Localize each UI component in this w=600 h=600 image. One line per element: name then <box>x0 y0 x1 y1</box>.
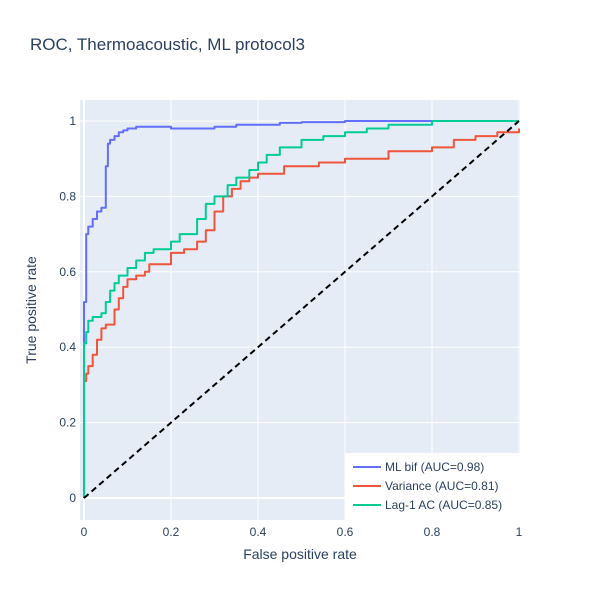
x-tick-label: 0.6 <box>337 525 354 539</box>
chart-title: ROC, Thermoacoustic, ML protocol3 <box>30 35 305 54</box>
x-tick-label: 0.8 <box>424 525 441 539</box>
roc-series-line <box>83 128 520 498</box>
y-tick-label: 0.6 <box>59 265 76 279</box>
x-tick-label: 0 <box>81 525 88 539</box>
y-tick-label: 1 <box>69 114 76 128</box>
legend: ML bif (AUC=0.98) Variance (AUC=0.81) Lag-… <box>345 453 520 520</box>
y-axis-title: True positive rate <box>23 256 39 364</box>
roc-series-line <box>83 120 519 498</box>
plot-area <box>80 100 520 520</box>
diagonal-reference-line <box>83 120 520 499</box>
series-lines <box>83 120 520 499</box>
roc-series-line <box>83 120 519 498</box>
legend-label: Lag-1 AC (AUC=0.85) <box>385 498 502 512</box>
legend-label: Variance (AUC=0.81) <box>385 479 499 493</box>
tick-labels: 0 0.2 0.4 0.6 0.8 1 0 0.2 0.4 0.6 0.8 1 <box>59 114 522 539</box>
y-tick-label: 0.8 <box>59 189 76 203</box>
legend-label: ML bif (AUC=0.98) <box>385 460 484 474</box>
x-tick-label: 0.4 <box>250 525 267 539</box>
y-tick-label: 0.4 <box>59 340 76 354</box>
y-tick-label: 0.2 <box>59 416 76 430</box>
x-axis-title: False positive rate <box>243 546 357 562</box>
x-tick-label: 0.2 <box>163 525 180 539</box>
y-tick-label: 0 <box>69 491 76 505</box>
x-tick-label: 1 <box>516 525 523 539</box>
